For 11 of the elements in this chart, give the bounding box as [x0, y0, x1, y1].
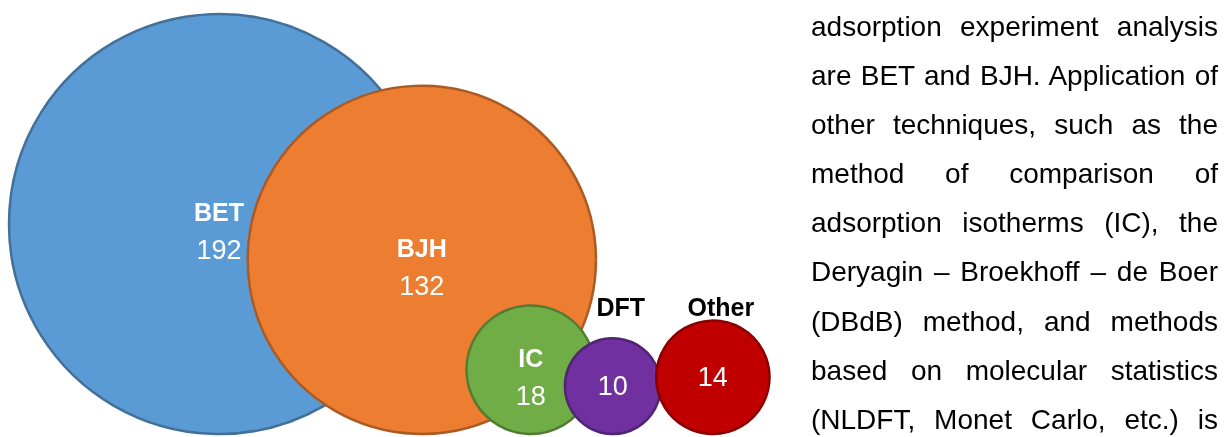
data-label: 14 [697, 362, 728, 393]
data-label: 192 [196, 235, 242, 265]
text: adsorption experiment analysis are BET and BJH. Application of other techniques, such as the method of comparison of adsorption isotherms (IC), the Deryagin – Broekhoff – de Boer (DBdB) method, and methods based on molecular statistics (NLDFT, Monet Carlo, etc.) is [811, 11, 1218, 435]
category-label: BJH [396, 233, 447, 262]
category-label: BET [194, 198, 244, 226]
category-label: Other [687, 292, 755, 321]
data-label: 10 [597, 371, 628, 402]
data-label: 18 [515, 380, 546, 411]
category-label: DFT [596, 292, 646, 321]
category-label: IC [518, 343, 544, 372]
data-label: 132 [399, 270, 445, 301]
